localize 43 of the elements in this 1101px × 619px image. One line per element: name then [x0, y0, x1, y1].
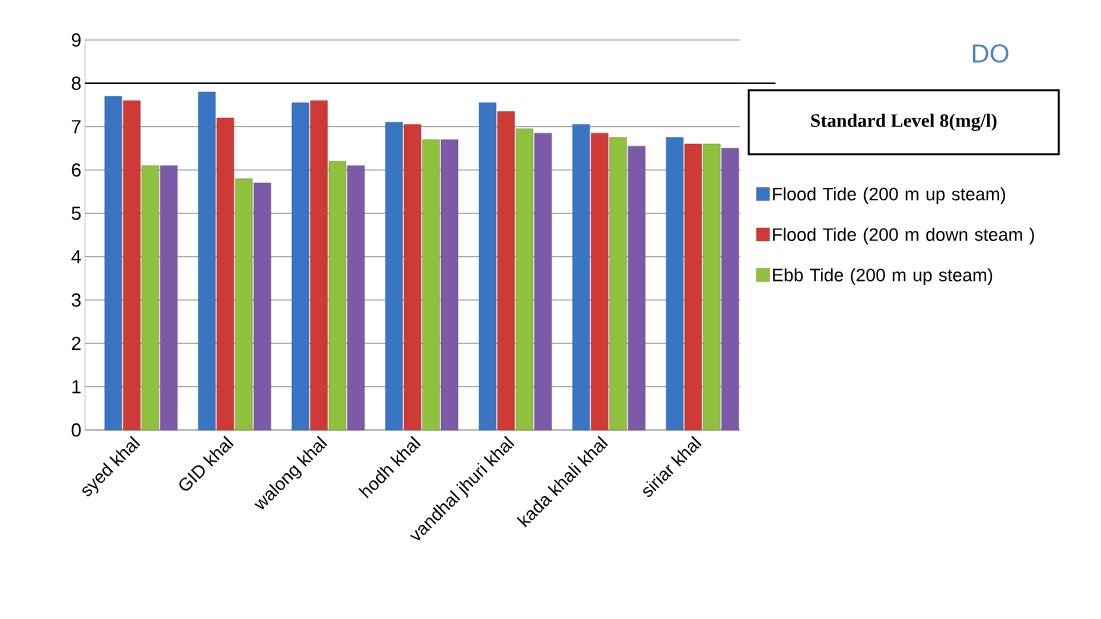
bar: [703, 143, 721, 431]
bar: [385, 122, 403, 431]
bar: [534, 132, 552, 431]
bar: [403, 124, 422, 431]
bar: [590, 132, 609, 431]
y-tick-label: 4: [71, 250, 81, 264]
bar: [216, 117, 235, 431]
text: DO: [972, 44, 1009, 63]
bar: [721, 148, 739, 431]
bar: [123, 100, 141, 431]
y-tick-label: 0: [71, 423, 81, 437]
bar: [160, 165, 178, 431]
y-tick-label: 3: [71, 293, 81, 307]
bar: [572, 124, 590, 431]
legend-label: Ebb Tide (200 m up steam): [773, 268, 993, 285]
bar: [253, 182, 272, 431]
y-tick-label: 5: [71, 206, 81, 220]
y-tick-label: 1: [72, 380, 81, 394]
bar: [310, 100, 328, 431]
bar: [478, 102, 497, 431]
y-tick-label: 2: [71, 336, 81, 350]
bar: [328, 161, 347, 431]
bar: [627, 145, 646, 431]
bar: [515, 128, 534, 431]
y-tick-label: 8: [71, 76, 81, 91]
legend-label: Flood Tide (200 m down steam ): [773, 227, 1034, 245]
bar: [104, 96, 122, 431]
y-tick-label: 6: [71, 163, 81, 177]
bar: [666, 137, 684, 431]
bar: [141, 165, 159, 431]
bar: [497, 111, 515, 431]
ref-line-label: Standard Level 8(mg/l): [811, 113, 997, 131]
bar: [235, 178, 253, 431]
y-tick-label: 7: [71, 120, 81, 134]
bar: [684, 143, 702, 431]
bar: [291, 102, 310, 431]
bar: [198, 91, 216, 431]
bar: [609, 137, 627, 431]
bar: [422, 139, 440, 431]
bar: [440, 139, 459, 431]
bar: [347, 165, 365, 431]
y-tick-label: 9: [71, 33, 81, 47]
legend-label: Flood Tide (200 m up steam): [773, 187, 1006, 204]
